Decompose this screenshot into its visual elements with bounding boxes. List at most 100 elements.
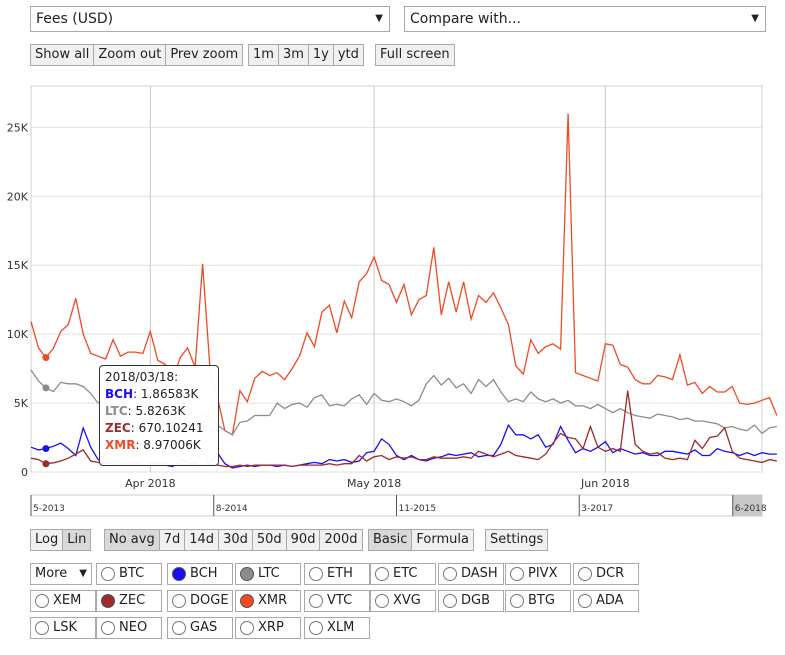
range-1m-button[interactable]: 1m [248,44,279,66]
coin-toggle-dash[interactable]: DASH [438,563,504,585]
scale-lin-button[interactable]: Lin [63,529,92,551]
coin-toggle-btc[interactable]: BTC [96,563,162,585]
coin-toggle-lsk[interactable]: LSK [30,617,96,639]
coin-label: XRP [258,620,284,635]
chevron-down-icon: ▼ [751,13,759,24]
y-tick-label: 10K [7,328,29,341]
y-tick-label: 0 [21,466,28,479]
radio-icon [172,621,186,635]
tooltip-value: 8.97006K [143,438,201,452]
hover-point-xmr [42,354,50,362]
range-button-group: 1m 3m 1y ytd [248,44,364,66]
coin-toggle-doge[interactable]: DOGE [167,590,233,612]
y-tick-label: 5K [14,397,29,410]
mode-button-group: Basic Formula [368,529,474,551]
avg-200d-button[interactable]: 200d [320,529,363,551]
navigator-label: 3-2017 [581,504,613,514]
coin-toggle-btg[interactable]: BTG [505,590,571,612]
compare-select[interactable]: Compare with... ▼ [404,6,766,32]
compare-select-value: Compare with... [410,11,522,27]
radio-icon [443,594,457,608]
avg-30d-button[interactable]: 30d [219,529,253,551]
show-all-button[interactable]: Show all [30,44,95,66]
coin-toggle-xem[interactable]: XEM [30,590,96,612]
y-tick-label: 25K [7,121,29,134]
avg-none-button[interactable]: No avg [104,529,160,551]
range-1y-button[interactable]: 1y [308,44,334,66]
settings-button[interactable]: Settings [485,529,549,551]
coin-toggle-dcr[interactable]: DCR [573,563,639,585]
avg-14d-button[interactable]: 14d [185,529,220,551]
avg-50d-button[interactable]: 50d [252,529,287,551]
coin-label: LTC [258,566,280,581]
tooltip-label: LTC [105,404,128,418]
coin-toggle-eth[interactable]: ETH [304,563,370,585]
mode-formula-button[interactable]: Formula [412,529,474,551]
coin-toggle-etc[interactable]: ETC [370,563,436,585]
coin-toggle-gas[interactable]: GAS [167,617,233,639]
coin-toggle-xlm[interactable]: XLM [304,617,370,639]
coin-toggle-dgb[interactable]: DGB [438,590,504,612]
radio-icon [240,567,254,581]
coin-toggle-neo[interactable]: NEO [96,617,162,639]
tooltip-date: 2018/03/18: [105,370,179,384]
coin-toggle-xrp[interactable]: XRP [235,617,301,639]
coin-toggle-xmr[interactable]: XMR [235,590,301,612]
navigator-label: 8-2014 [216,504,248,514]
coin-label: LSK [53,620,78,635]
range-3m-button[interactable]: 3m [278,44,309,66]
radio-icon [375,567,389,581]
coin-toggle-bch[interactable]: BCH [167,563,233,585]
tooltip-row-ltc: LTC: 5.8263K [105,404,186,418]
more-select-label: More [35,566,68,581]
series-line-xmr [30,113,778,436]
coin-label: GAS [190,620,218,635]
radio-icon [172,567,186,581]
coin-toggle-pivx[interactable]: PIVX [505,563,571,585]
radio-icon [443,567,457,581]
radio-icon [35,621,49,635]
chart-tooltip: 2018/03/18: BCH: 1.86583K LTC: 5.8263K Z… [99,365,219,466]
coin-label: XMR [258,593,288,608]
coin-label: ETH [327,566,353,581]
tooltip-label: BCH [105,387,133,401]
radio-icon [510,567,524,581]
coin-label: PIVX [528,566,558,581]
full-screen-button[interactable]: Full screen [375,44,455,66]
coin-label: XLM [327,620,355,635]
scale-log-button[interactable]: Log [30,529,64,551]
tooltip-row-xmr: XMR: 8.97006K [105,438,201,452]
zoom-button-group: Show all Zoom out Prev zoom [30,44,244,66]
radio-icon [35,594,49,608]
avg-7d-button[interactable]: 7d [159,529,186,551]
coin-label: BTC [119,566,145,581]
radio-icon [375,594,389,608]
mode-basic-button[interactable]: Basic [368,529,413,551]
radio-icon [309,621,323,635]
coin-label: DASH [461,566,498,581]
coin-toggle-ltc[interactable]: LTC [235,563,301,585]
metric-select[interactable]: Fees (USD) ▼ [30,6,390,32]
more-select[interactable]: More ▼ [30,563,92,585]
coin-toggle-ada[interactable]: ADA [573,590,639,612]
x-tick-label: Apr 2018 [125,477,176,490]
coin-label: BTG [528,593,555,608]
coin-label: XEM [53,593,82,608]
tooltip-value: 5.8263K [135,404,186,418]
coin-toggle-zec[interactable]: ZEC [96,590,162,612]
tooltip-value: 1.86583K [140,387,199,401]
y-tick-label: 15K [7,259,29,272]
range-ytd-button[interactable]: ytd [333,44,364,66]
coin-label: XVG [393,593,421,608]
coin-toggle-xvg[interactable]: XVG [370,590,436,612]
avg-90d-button[interactable]: 90d [286,529,321,551]
prev-zoom-button[interactable]: Prev zoom [166,44,244,66]
radio-icon [309,594,323,608]
tooltip-row-zec: ZEC: 670.10241 [105,421,204,435]
coin-toggle-vtc[interactable]: VTC [304,590,370,612]
coin-label: ETC [393,566,418,581]
zoom-out-button[interactable]: Zoom out [94,44,167,66]
navigator-label: 11-2015 [399,504,437,514]
navigator-selection [732,495,762,516]
range-navigator[interactable]: 5-2013 8-2014 11-2015 3-2017 6-2018 [30,494,767,517]
